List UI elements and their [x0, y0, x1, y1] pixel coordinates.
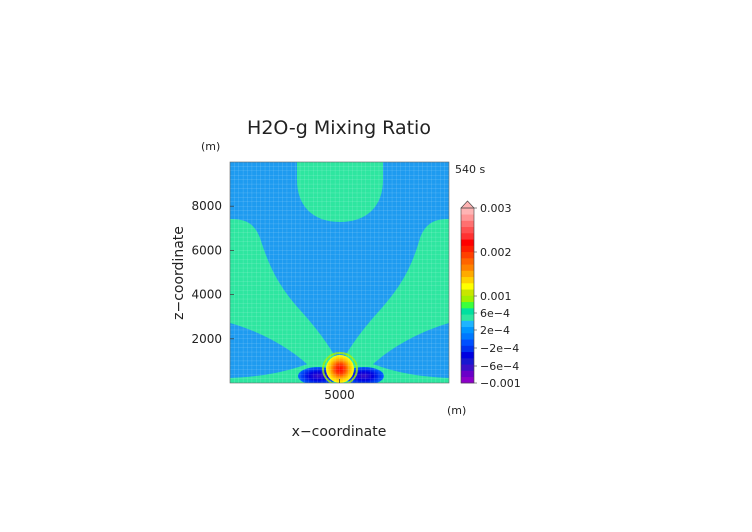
y-axis: 2000 4000 6000 8000	[191, 199, 234, 346]
colorbar-band	[461, 358, 474, 365]
colorbar-band	[461, 264, 474, 271]
colorbar-band	[461, 326, 474, 334]
colorbar-arrow	[460, 200, 475, 209]
colorbar-band	[461, 276, 474, 284]
plot-area	[230, 162, 449, 383]
colorbar-border	[460, 207, 475, 384]
colorbar-band	[461, 233, 474, 240]
colorbar-band	[461, 301, 474, 309]
colorbar-band	[461, 226, 474, 234]
colorbar-band	[461, 214, 474, 221]
colorbar-label: 6e−4	[480, 307, 510, 320]
colorbar-label: 0.002	[480, 246, 512, 259]
colorbar-band	[461, 245, 474, 253]
x-axis-title: x−coordinate	[292, 424, 387, 440]
colorbar-band	[461, 270, 474, 278]
colorbar-label: −0.001	[480, 377, 521, 390]
chart-title: H2O-g Mixing Ratio	[247, 117, 431, 139]
colorbar-band	[461, 208, 474, 215]
field-green-top	[297, 162, 383, 222]
colorbar-band	[461, 333, 474, 340]
colorbar-band	[461, 220, 474, 228]
colorbar-band	[461, 376, 474, 384]
colorbar-band	[461, 351, 474, 359]
colorbar-band	[461, 314, 474, 321]
colorbar-band	[461, 320, 474, 328]
colorbar-label: −6e−4	[480, 360, 519, 373]
time-label: 540 s	[455, 163, 485, 176]
y-axis-title: z−coordinate	[171, 226, 187, 320]
field-core-halo	[322, 352, 358, 383]
colorbar-band	[461, 364, 474, 371]
colorbar-band	[461, 258, 474, 265]
x-tick-label: 5000	[324, 388, 355, 402]
x-axis: 5000	[324, 379, 355, 402]
colorbar-label: 0.001	[480, 290, 512, 303]
colorbar-band	[461, 308, 474, 315]
colorbar: 0.003 0.002 0.001 6e−4 2e−4 −2e−4 −6e−4 −0.001	[460, 200, 521, 390]
colorbar-band	[461, 345, 474, 353]
colorbar-label: −2e−4	[480, 342, 519, 355]
colorbar-band	[461, 251, 474, 259]
colorbar-band	[461, 339, 474, 346]
y-tick-label: 8000	[191, 199, 222, 213]
colorbar-label: 0.003	[480, 202, 512, 215]
colorbar-band	[461, 283, 474, 290]
colorbar-band	[461, 370, 474, 378]
colorbar-band	[461, 295, 474, 303]
plot-gridlines	[230, 162, 449, 383]
field-green-v	[230, 219, 449, 378]
y-tick-label: 2000	[191, 332, 222, 346]
y-tick-label: 4000	[191, 288, 222, 302]
colorbar-band	[461, 239, 474, 246]
colorbar-band	[461, 289, 474, 296]
y-tick-label: 6000	[191, 243, 222, 257]
x-unit-label: (m)	[447, 404, 466, 417]
field-positive-core	[326, 355, 354, 383]
y-unit-label: (m)	[201, 140, 220, 153]
colorbar-label: 2e−4	[480, 324, 510, 337]
